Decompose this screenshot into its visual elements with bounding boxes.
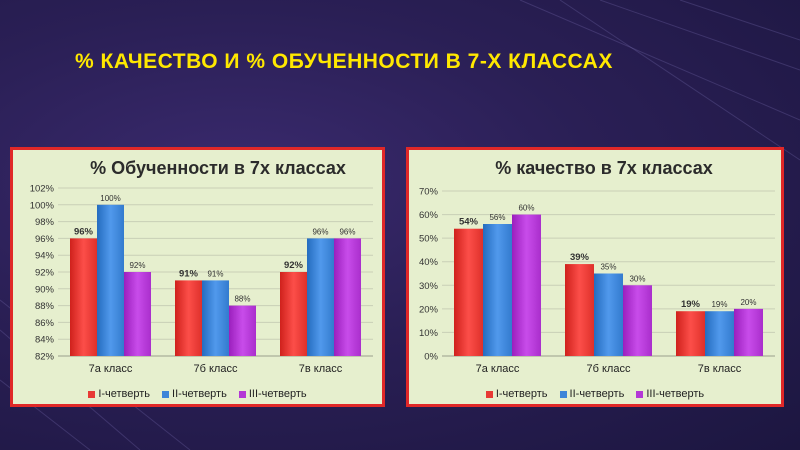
legend-swatch-q1 bbox=[88, 390, 96, 398]
x-tick-label: 7а класс bbox=[89, 363, 133, 375]
x-tick-label: 7б класс bbox=[587, 363, 631, 375]
legend-item: III-четверть bbox=[238, 388, 307, 400]
x-tick-label: 7в класс bbox=[299, 363, 343, 375]
learning-chart: % Обученности в 7х классах 82% 84% 86% 88% 90… bbox=[30, 158, 373, 375]
legend-swatch-q2 bbox=[162, 390, 170, 398]
legend-item: I-четверть bbox=[88, 388, 150, 400]
data-label: 19% bbox=[681, 299, 701, 310]
chart-legend: I-четверть II-четверть III-четверть bbox=[409, 388, 781, 400]
y-tick-label: 84% bbox=[35, 335, 55, 346]
y-tick-label: 86% bbox=[35, 318, 55, 329]
legend-label: III-четверть bbox=[646, 388, 705, 400]
y-tick-label: 100% bbox=[30, 200, 55, 211]
y-tick-label: 50% bbox=[419, 234, 439, 245]
quality-chart: % качество в 7х классах 0% 10% 20% 30% 40% 50%… bbox=[419, 158, 775, 375]
y-tick-label: 0% bbox=[424, 352, 438, 363]
chart-title: % Обученности в 7х классах bbox=[90, 158, 346, 178]
bar-7в-класс-s3 bbox=[334, 238, 361, 356]
legend-swatch-q2 bbox=[559, 390, 567, 398]
x-tick-label: 7в класс bbox=[698, 363, 742, 375]
legend-swatch-q3 bbox=[238, 390, 246, 398]
legend-label: II-четверть bbox=[172, 388, 227, 400]
bar-7а-класс-s2 bbox=[97, 204, 124, 356]
chart-panel-learning: % Обученности в 7х классах 82% 84% 86% 88% 90… bbox=[10, 147, 385, 407]
data-label: 91% bbox=[207, 269, 223, 278]
bar-7в-класс-s2 bbox=[705, 311, 734, 356]
bar-7в-класс-s3 bbox=[734, 308, 763, 356]
bar-7в-класс-s1 bbox=[676, 311, 705, 356]
y-tick-label: 30% bbox=[419, 281, 439, 292]
data-label: 96% bbox=[312, 227, 328, 236]
legend-label: III-четверть bbox=[248, 388, 307, 400]
legend-item: II-четверть bbox=[162, 388, 227, 400]
bar-7б-класс-s1 bbox=[175, 280, 202, 356]
bar-7б-класс-s1 bbox=[565, 264, 594, 356]
data-label: 92% bbox=[129, 261, 145, 270]
data-label: 100% bbox=[100, 194, 120, 203]
bar-7б-класс-s3 bbox=[623, 285, 652, 356]
bar-7в-класс-s1 bbox=[280, 272, 307, 356]
legend-swatch-q1 bbox=[485, 390, 493, 398]
y-tick-label: 70% bbox=[419, 187, 439, 198]
legend-label: I-четверть bbox=[98, 388, 151, 400]
data-label: 92% bbox=[284, 260, 304, 271]
data-label: 19% bbox=[711, 300, 727, 309]
y-tick-label: 98% bbox=[35, 217, 55, 228]
data-label: 30% bbox=[629, 274, 645, 283]
bar-7а-класс-s1 bbox=[454, 228, 483, 356]
y-tick-label: 88% bbox=[35, 301, 55, 312]
y-tick-label: 90% bbox=[35, 284, 55, 295]
slide-title: % КАЧЕСТВО И % ОБУЧЕННОСТИ В 7-Х КЛАССАХ bbox=[75, 50, 613, 73]
y-tick-label: 94% bbox=[35, 251, 55, 262]
legend-label: I-четверть bbox=[495, 388, 548, 400]
data-label: 88% bbox=[234, 295, 250, 304]
legend-item: II-четверть bbox=[559, 388, 625, 400]
bar-7а-класс-s3 bbox=[512, 214, 541, 356]
data-label: 54% bbox=[459, 217, 479, 228]
chart-panel-quality: % качество в 7х классах 0% 10% 20% 30% 40% 50%… bbox=[406, 147, 784, 407]
data-label: 39% bbox=[570, 252, 590, 263]
data-label: 56% bbox=[489, 213, 505, 222]
data-label: 96% bbox=[339, 227, 355, 236]
y-tick-label: 92% bbox=[35, 268, 55, 279]
data-label: 91% bbox=[179, 268, 199, 279]
data-label: 60% bbox=[518, 204, 534, 213]
chart-title: % качество в 7х классах bbox=[495, 158, 712, 178]
bar-7в-класс-s2 bbox=[307, 238, 334, 356]
data-label: 96% bbox=[74, 226, 94, 237]
y-tick-label: 82% bbox=[35, 352, 55, 363]
legend-swatch-q3 bbox=[636, 390, 644, 398]
legend-label: II-четверть bbox=[569, 388, 625, 400]
y-tick-label: 96% bbox=[35, 234, 55, 245]
legend-item: I-четверть bbox=[485, 388, 548, 400]
x-tick-label: 7а класс bbox=[476, 363, 520, 375]
bar-7б-класс-s2 bbox=[202, 280, 229, 356]
data-label: 35% bbox=[600, 263, 616, 272]
data-label: 20% bbox=[740, 298, 756, 307]
y-tick-label: 20% bbox=[419, 304, 439, 315]
y-tick-label: 10% bbox=[419, 328, 439, 339]
bar-7а-класс-s1 bbox=[70, 238, 97, 356]
bar-7б-класс-s3 bbox=[229, 305, 256, 356]
y-tick-label: 40% bbox=[419, 257, 439, 268]
bar-7б-класс-s2 bbox=[594, 273, 623, 356]
y-tick-label: 102% bbox=[30, 184, 55, 195]
bar-7а-класс-s2 bbox=[483, 224, 512, 356]
chart-legend: I-четверть II-четверть III-четверть bbox=[13, 388, 382, 400]
legend-item: III-четверть bbox=[636, 388, 704, 400]
bar-7а-класс-s3 bbox=[124, 272, 151, 356]
y-tick-label: 60% bbox=[419, 210, 439, 221]
x-tick-label: 7б класс bbox=[194, 363, 238, 375]
